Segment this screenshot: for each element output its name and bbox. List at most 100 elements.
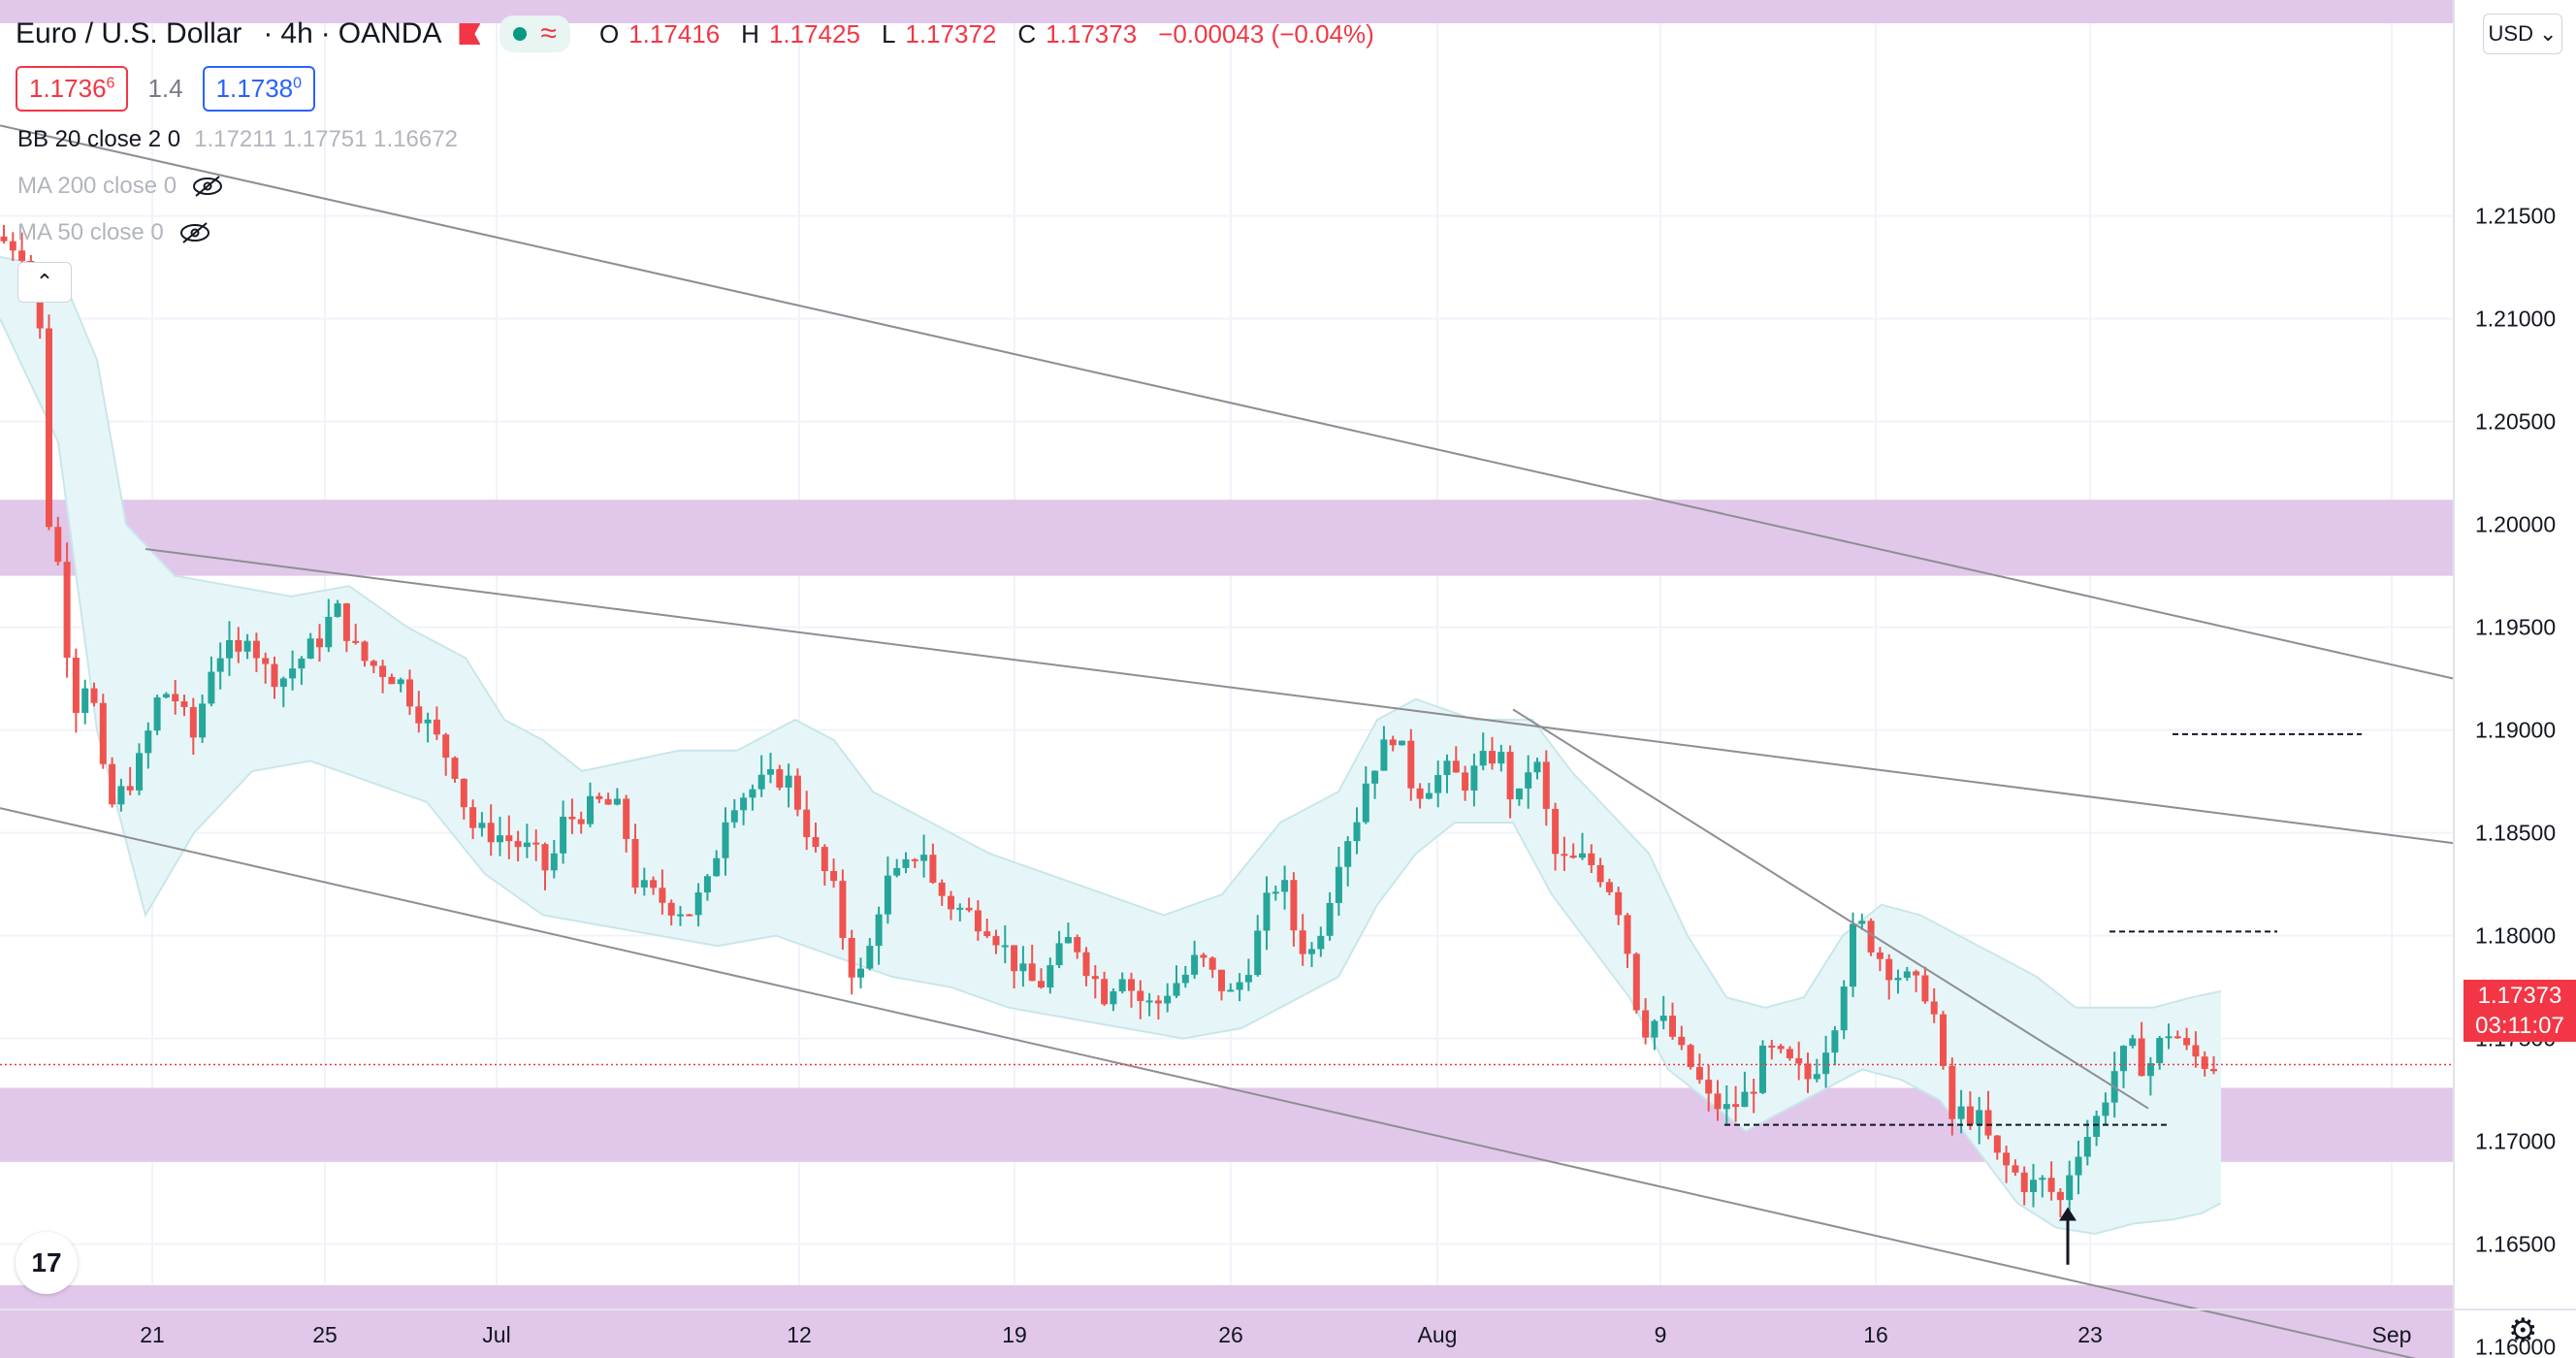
candle-body	[830, 870, 838, 882]
candle-body	[1173, 983, 1180, 996]
candle-body	[1479, 751, 1487, 766]
candle-body	[46, 328, 52, 528]
candle-body	[2156, 1038, 2164, 1064]
candle-body	[514, 841, 522, 848]
candle-body	[1732, 1104, 1740, 1108]
candle-body	[1191, 954, 1199, 975]
interval-label[interactable]: 4h	[280, 17, 313, 49]
candle-body	[541, 844, 549, 871]
candle-body	[812, 837, 820, 848]
candle-body	[1064, 937, 1072, 944]
candle-body	[1380, 739, 1388, 771]
candle-body	[406, 679, 413, 707]
candle-body	[2120, 1046, 2127, 1072]
candle-body	[325, 616, 333, 648]
candle-body	[1254, 930, 1262, 976]
candle-body	[1137, 990, 1144, 1001]
candle-body	[1128, 979, 1135, 991]
candle-body	[136, 753, 143, 791]
candle-body	[18, 250, 26, 261]
candle-body	[262, 658, 270, 664]
candle-body	[956, 907, 964, 910]
candle-body	[577, 819, 585, 824]
candle-body	[1434, 775, 1442, 793]
indicator-ma200[interactable]: MA 200 close 0	[17, 173, 225, 200]
candle-body	[902, 858, 910, 868]
candle-body	[767, 769, 774, 775]
sell-button[interactable]: 1.17366	[16, 66, 129, 112]
price-tick-label: 1.20500	[2475, 409, 2556, 435]
candle-body	[1236, 982, 1243, 990]
tradingview-logo[interactable]: 17	[16, 1232, 78, 1294]
candle-body	[848, 937, 855, 978]
flag-icon[interactable]	[459, 23, 481, 45]
indicator-values: 1.17211 1.17751 1.16672	[194, 126, 458, 152]
candle-body	[1218, 969, 1225, 991]
time-tick-label: Sep	[2372, 1322, 2412, 1347]
candle-body	[1506, 752, 1514, 800]
candle-body	[415, 706, 423, 724]
candle-body	[893, 867, 901, 876]
buy-price: 1.1738	[215, 74, 294, 103]
candle-body	[451, 758, 459, 779]
candle-body	[1055, 943, 1063, 966]
indicator-bb[interactable]: BB 20 close 2 0 1.17211 1.17751 1.16672	[17, 126, 458, 153]
candle-body	[1759, 1045, 1766, 1093]
settings-gear-icon[interactable]: ⚙	[2508, 1312, 2538, 1349]
candle-body	[271, 663, 278, 688]
candle-body	[596, 795, 603, 799]
candle-body	[568, 816, 576, 820]
candle-body	[1344, 841, 1352, 867]
candle-body	[226, 639, 233, 659]
candle-body	[2030, 1180, 2037, 1192]
candle-body	[1443, 760, 1451, 776]
time-tick-label: 12	[787, 1322, 812, 1347]
candle-body	[757, 774, 765, 790]
ohlc-values: O 1.17416 H 1.17425 L 1.17372 C 1.17373 −0.0…	[599, 19, 1374, 49]
price-zone	[0, 1285, 2454, 1358]
indicator-ma50[interactable]: MA 50 close 0	[17, 219, 212, 246]
candle-body	[243, 640, 251, 652]
candle-body	[361, 641, 369, 662]
candle-body	[938, 882, 946, 896]
candle-body	[9, 241, 16, 251]
high-label: H	[741, 18, 759, 48]
resistance-zone-top	[0, 0, 2454, 23]
collapse-legend-button[interactable]: ⌃	[17, 262, 72, 303]
candle-body	[63, 562, 71, 659]
symbol-title[interactable]: Euro / U.S. Dollar	[16, 17, 242, 49]
candle-body	[686, 914, 693, 917]
candle-body	[1984, 1110, 1992, 1136]
candle-body	[1948, 1065, 1956, 1119]
wave-icon: ≈	[540, 17, 557, 49]
candle-body	[298, 658, 306, 669]
buy-button[interactable]: 1.17380	[202, 66, 316, 112]
candle-body	[1777, 1046, 1785, 1050]
close-label: C	[1017, 18, 1037, 48]
candle-body	[2020, 1172, 2028, 1192]
candle-body	[352, 640, 360, 643]
candle-body	[1019, 963, 1027, 972]
candle-body	[505, 835, 513, 842]
eye-off-icon[interactable]	[177, 221, 212, 244]
candle-body	[180, 701, 188, 707]
market-open-dot-icon	[513, 27, 528, 41]
candle-body	[1317, 935, 1325, 950]
candle-body	[1804, 1063, 1812, 1080]
price-tick-label: 1.18500	[2475, 821, 2556, 846]
candle-body	[1976, 1110, 1983, 1125]
candle-body	[172, 694, 179, 702]
candle-body	[2093, 1116, 2101, 1138]
candle-body	[81, 688, 89, 713]
time-tick-label: Aug	[1418, 1322, 1458, 1347]
candle-body	[72, 658, 80, 713]
candle-body	[208, 671, 215, 704]
candle-body	[379, 665, 387, 677]
candle-body	[857, 968, 864, 978]
currency-selector[interactable]: USD ⌄	[2483, 14, 2562, 54]
price-tick-label: 1.21000	[2475, 307, 2556, 332]
market-status-pill[interactable]: ≈	[499, 16, 570, 52]
eye-off-icon[interactable]	[190, 175, 225, 198]
separator: ·	[263, 17, 274, 49]
